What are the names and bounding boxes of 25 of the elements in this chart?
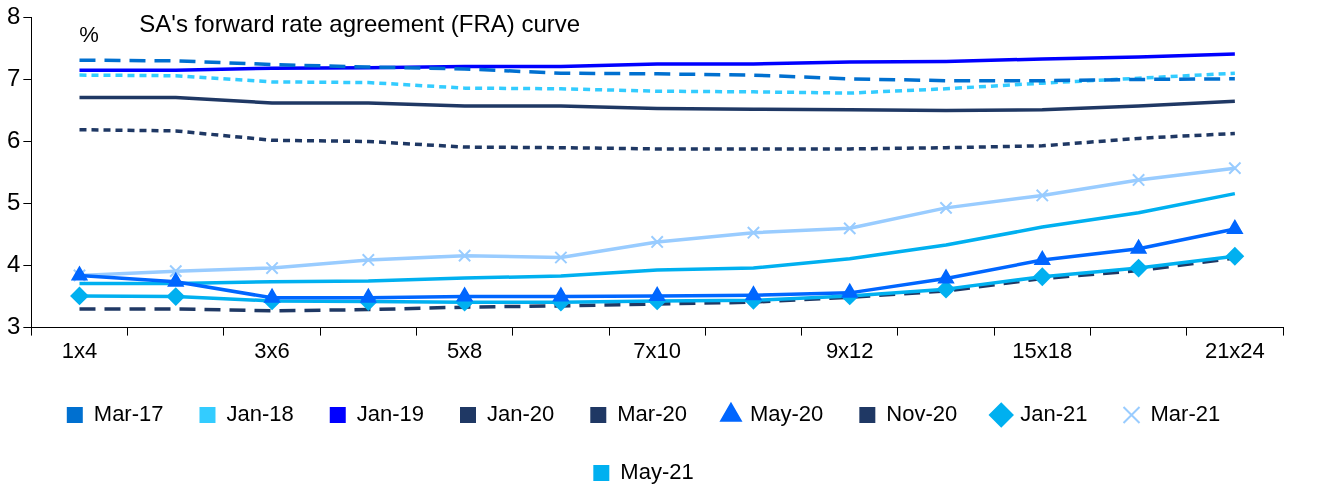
y-tick-label: 7 — [6, 64, 21, 92]
y-tick-label: 5 — [6, 188, 21, 216]
y-tick-label: 4 — [6, 250, 21, 278]
legend-label: May-21 — [620, 459, 694, 485]
legend-label: Jan-21 — [1020, 401, 1088, 427]
legend-label: Nov-20 — [886, 401, 958, 427]
x-tick-label: 1x4 — [61, 337, 98, 363]
y-axis-title: % — [79, 22, 99, 48]
y-tick-label: 3 — [6, 312, 21, 340]
legend-label: Mar-17 — [93, 401, 164, 427]
legend-label: May-20 — [749, 401, 824, 427]
x-tick-label: 9x12 — [825, 337, 874, 363]
legend-label: Jan-20 — [487, 401, 555, 427]
x-tick-label: 21x24 — [1204, 337, 1265, 363]
legend-label: Jan-19 — [356, 401, 425, 427]
y-tick-label: 6 — [6, 126, 21, 154]
x-tick-label: 7x10 — [633, 337, 682, 363]
x-tick-label: 3x6 — [254, 337, 290, 363]
x-tick-label: 5x8 — [446, 337, 483, 363]
x-tick-label: 15x18 — [1012, 337, 1073, 363]
legend-label: Mar-21 — [1150, 401, 1221, 427]
legend-label: Mar-20 — [617, 401, 687, 427]
y-tick-label: 8 — [6, 2, 21, 30]
legend-label: Jan-18 — [226, 401, 294, 427]
chart-title: SA's forward rate agreement (FRA) curve — [139, 10, 581, 38]
